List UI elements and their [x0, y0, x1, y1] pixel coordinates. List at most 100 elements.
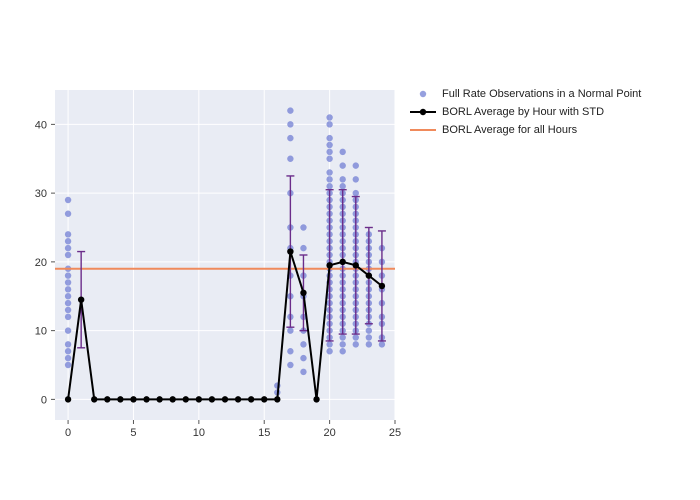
borl-marker: [65, 396, 71, 402]
borl-marker: [353, 262, 359, 268]
scatter-point: [65, 279, 71, 285]
borl-marker: [366, 272, 372, 278]
scatter-point: [300, 369, 306, 375]
x-tick-label: 20: [323, 427, 335, 439]
scatter-point: [65, 355, 71, 361]
legend-label: BORL Average by Hour with STD: [442, 106, 604, 118]
scatter-point: [326, 348, 332, 354]
scatter-point: [65, 245, 71, 251]
x-tick-label: 10: [193, 427, 205, 439]
borl-marker: [183, 396, 189, 402]
scatter-point: [326, 341, 332, 347]
chart-container: 0510152025010203040 Full Rate Observatio…: [0, 0, 700, 500]
scatter-point: [326, 156, 332, 162]
scatter-point: [326, 176, 332, 182]
borl-marker: [287, 248, 293, 254]
scatter-point: [339, 334, 345, 340]
legend-label: BORL Average for all Hours: [442, 124, 577, 136]
borl-marker: [261, 396, 267, 402]
borl-marker: [209, 396, 215, 402]
scatter-point: [326, 121, 332, 127]
x-tick-label: 15: [258, 427, 270, 439]
scatter-point: [65, 197, 71, 203]
scatter-point: [339, 183, 345, 189]
borl-marker: [248, 396, 254, 402]
legend-label: Full Rate Observations in a Normal Point: [442, 88, 641, 100]
scatter-point: [65, 307, 71, 313]
scatter-point: [339, 162, 345, 168]
scatter-point: [65, 314, 71, 320]
scatter-point: [353, 341, 359, 347]
y-tick-label: 40: [35, 119, 47, 131]
scatter-point: [65, 327, 71, 333]
scatter-point: [300, 224, 306, 230]
scatter-point: [339, 149, 345, 155]
borl-marker: [156, 396, 162, 402]
legend-swatch-line: [410, 124, 436, 136]
borl-marker: [130, 396, 136, 402]
legend-item: BORL Average by Hour with STD: [410, 104, 641, 120]
borl-marker: [326, 262, 332, 268]
scatter-point: [300, 245, 306, 251]
chart-svg: 0510152025010203040: [0, 0, 700, 500]
borl-marker: [196, 396, 202, 402]
scatter-point: [366, 334, 372, 340]
scatter-point: [353, 190, 359, 196]
scatter-point: [65, 348, 71, 354]
borl-marker: [222, 396, 228, 402]
borl-marker: [169, 396, 175, 402]
scatter-point: [326, 149, 332, 155]
scatter-point: [326, 114, 332, 120]
scatter-point: [65, 341, 71, 347]
legend-item: BORL Average for all Hours: [410, 122, 641, 138]
scatter-point: [65, 286, 71, 292]
scatter-point: [326, 169, 332, 175]
scatter-point: [65, 231, 71, 237]
scatter-point: [65, 300, 71, 306]
scatter-point: [366, 327, 372, 333]
scatter-point: [379, 341, 385, 347]
legend-swatch-line-marker: [410, 106, 436, 118]
borl-marker: [117, 396, 123, 402]
y-tick-label: 10: [35, 326, 47, 338]
scatter-point: [339, 348, 345, 354]
scatter-point: [65, 211, 71, 217]
y-tick-label: 0: [41, 394, 47, 406]
borl-marker: [300, 290, 306, 296]
borl-marker: [379, 283, 385, 289]
scatter-point: [65, 252, 71, 258]
x-tick-label: 5: [130, 427, 136, 439]
scatter-point: [353, 334, 359, 340]
scatter-point: [339, 176, 345, 182]
borl-marker: [104, 396, 110, 402]
scatter-point: [300, 355, 306, 361]
scatter-point: [287, 348, 293, 354]
scatter-point: [353, 176, 359, 182]
borl-marker: [143, 396, 149, 402]
borl-marker: [313, 396, 319, 402]
scatter-point: [287, 121, 293, 127]
y-tick-label: 30: [35, 188, 47, 200]
scatter-point: [339, 341, 345, 347]
scatter-point: [287, 107, 293, 113]
borl-marker: [339, 259, 345, 265]
scatter-point: [65, 272, 71, 278]
scatter-point: [65, 362, 71, 368]
scatter-point: [300, 341, 306, 347]
borl-marker: [235, 396, 241, 402]
scatter-point: [287, 362, 293, 368]
borl-marker: [274, 396, 280, 402]
scatter-point: [287, 135, 293, 141]
scatter-point: [353, 162, 359, 168]
scatter-point: [366, 341, 372, 347]
y-tick-label: 20: [35, 257, 47, 269]
legend-item: Full Rate Observations in a Normal Point: [410, 86, 641, 102]
scatter-point: [326, 183, 332, 189]
scatter-point: [287, 327, 293, 333]
x-tick-label: 25: [389, 427, 401, 439]
legend-swatch-dot: [410, 88, 436, 100]
borl-marker: [91, 396, 97, 402]
scatter-point: [326, 142, 332, 148]
scatter-point: [287, 156, 293, 162]
scatter-point: [65, 238, 71, 244]
